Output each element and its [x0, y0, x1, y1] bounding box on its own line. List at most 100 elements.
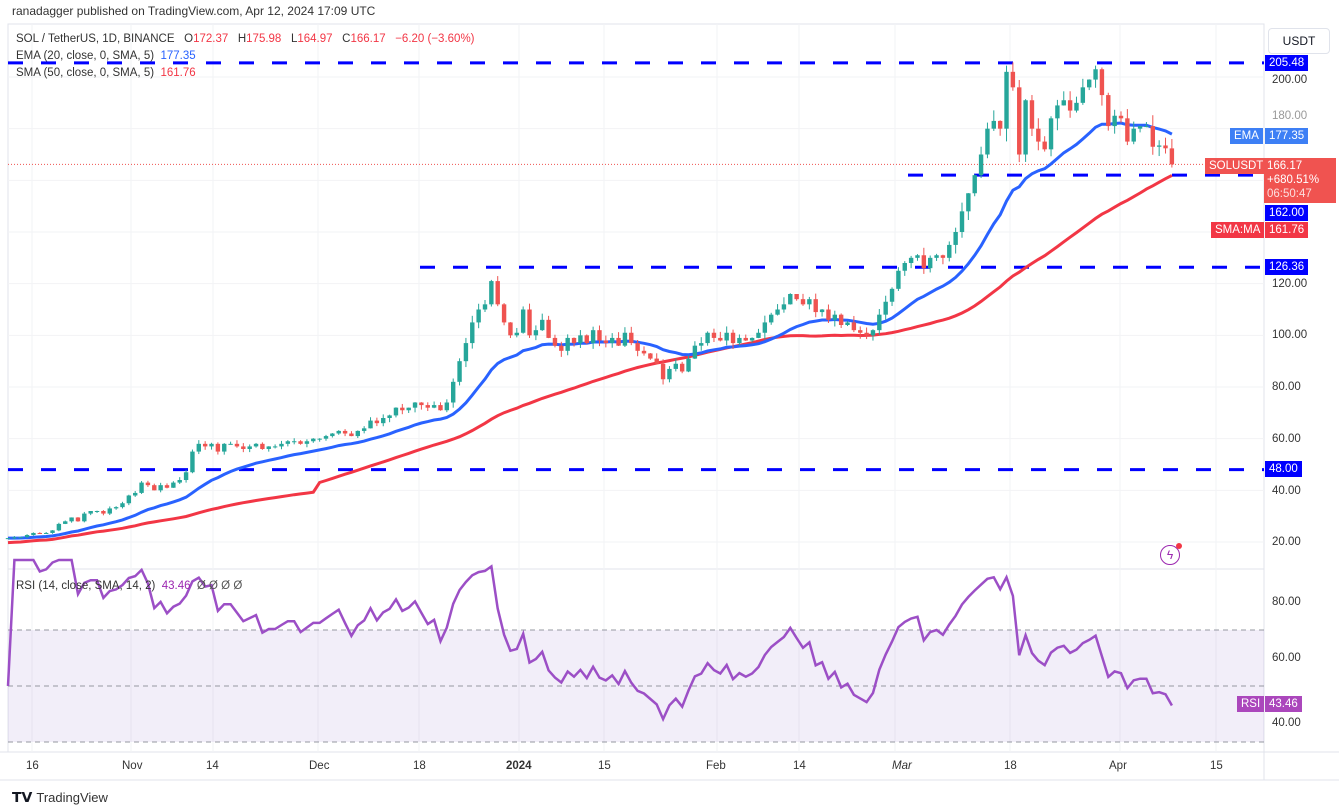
- level-tag-48: 48.00: [1265, 461, 1302, 477]
- high-value: 175.98: [246, 33, 282, 45]
- ema-20-line: [8, 121, 1173, 540]
- candle-body: [870, 330, 876, 336]
- candle-body: [349, 433, 354, 437]
- candle-body: [101, 511, 106, 514]
- candle-body: [336, 430, 341, 434]
- candle-body: [552, 337, 558, 346]
- candle-body: [858, 330, 863, 333]
- candle-body: [686, 358, 691, 372]
- candle-body: [501, 304, 507, 323]
- candle-body: [196, 443, 201, 452]
- candle-body: [1048, 118, 1054, 150]
- candle-body: [985, 128, 990, 155]
- brand-name: TradingView: [36, 790, 108, 805]
- candle-body: [800, 299, 806, 305]
- price-tick: 60.00: [1272, 433, 1301, 445]
- percent-change: +680.51%: [1267, 174, 1320, 186]
- candle-body: [451, 381, 456, 403]
- candle-body: [578, 335, 583, 344]
- candle-body: [457, 361, 462, 382]
- candle-body: [43, 532, 49, 534]
- candle-body: [908, 257, 914, 264]
- candle-body: [425, 405, 430, 408]
- candle-body: [311, 438, 316, 442]
- candle-body: [635, 343, 640, 351]
- open-label: O: [184, 33, 194, 45]
- sma-legend[interactable]: SMA (50, close, 0, SMA, 5) 161.76: [16, 66, 196, 80]
- rsi-tick: 60.00: [1272, 652, 1301, 664]
- time-tick: 18: [1004, 760, 1017, 772]
- ema-label: EMA (20, close, 0, SMA, 5): [16, 50, 155, 62]
- candle-body: [896, 270, 901, 289]
- candle-body: [5, 538, 11, 540]
- candle-body: [520, 309, 526, 333]
- candle-body: [215, 443, 221, 452]
- candle-body: [584, 335, 589, 344]
- candle-body: [1010, 71, 1016, 88]
- candle-body: [667, 368, 672, 380]
- candle-body: [889, 288, 895, 302]
- tradingview-logo-icon: 𝗧𝗩: [12, 789, 33, 805]
- rsi-line: [6, 558, 1173, 723]
- candle-body: [253, 443, 259, 447]
- tradingview-logo[interactable]: 𝗧𝗩 TradingView: [12, 789, 108, 806]
- sma-label: SMA (50, close, 0, SMA, 5): [16, 67, 155, 79]
- ema-legend[interactable]: EMA (20, close, 0, SMA, 5) 177.35: [16, 49, 196, 63]
- candle-body: [241, 446, 246, 450]
- candle-body: [972, 175, 977, 194]
- candle-body: [775, 309, 780, 315]
- candle-body: [877, 314, 882, 331]
- candle-body: [361, 428, 367, 431]
- candle-body: [171, 482, 176, 488]
- candle-body: [107, 508, 112, 514]
- candle-body: [88, 511, 93, 514]
- candle-body: [406, 407, 411, 411]
- rsi-band: [8, 630, 1264, 742]
- candle-body: [298, 441, 303, 444]
- candle-body: [113, 507, 119, 509]
- candle-body: [546, 319, 551, 338]
- candle-body: [660, 363, 666, 380]
- candle-body: [813, 299, 818, 313]
- symbol-name[interactable]: SOL / TetherUS, 1D, BINANCE: [16, 33, 175, 45]
- candle-body: [304, 441, 310, 444]
- candle-body: [164, 485, 170, 488]
- candle-body: [1156, 145, 1162, 147]
- candle-body: [1036, 128, 1041, 142]
- rsi-legend[interactable]: RSI (14, close, SMA, 14, 2) 43.46 Ø Ø Ø …: [16, 579, 242, 593]
- candle-body: [120, 503, 125, 508]
- candle-body: [597, 330, 602, 341]
- candle-body: [1106, 95, 1111, 127]
- candle-body: [902, 263, 907, 271]
- candle-body: [629, 332, 634, 344]
- candle-body: [679, 363, 685, 372]
- candle-body: [940, 255, 946, 258]
- candle-body: [692, 345, 698, 359]
- candle-body: [991, 120, 996, 129]
- price-tick: 180.00: [1272, 110, 1308, 122]
- candle-body: [724, 332, 729, 341]
- candle-body: [272, 446, 278, 448]
- candle-body: [934, 255, 939, 258]
- candle-body: [947, 244, 952, 258]
- candle-body: [743, 337, 748, 341]
- sma-tag-name: SMA:MA: [1211, 222, 1265, 238]
- candle-body: [540, 319, 545, 331]
- lightning-icon[interactable]: ϟ: [1160, 543, 1182, 565]
- candle-body: [37, 532, 42, 534]
- candle-body: [330, 433, 335, 437]
- candle-body: [921, 255, 927, 269]
- candle-body: [749, 337, 755, 341]
- candle-body: [1074, 102, 1079, 111]
- time-tick: Apr: [1109, 760, 1127, 772]
- candle-body: [514, 332, 519, 336]
- symbol-legend: SOL / TetherUS, 1D, BINANCE O172.37 H175…: [16, 32, 475, 46]
- candle-body: [292, 441, 297, 443]
- candle-body: [673, 363, 678, 369]
- time-tick: Dec: [309, 760, 330, 772]
- low-label: L: [290, 33, 298, 45]
- candle-body: [769, 314, 774, 323]
- candle-body: [1017, 87, 1022, 155]
- currency-button[interactable]: USDT: [1268, 28, 1330, 54]
